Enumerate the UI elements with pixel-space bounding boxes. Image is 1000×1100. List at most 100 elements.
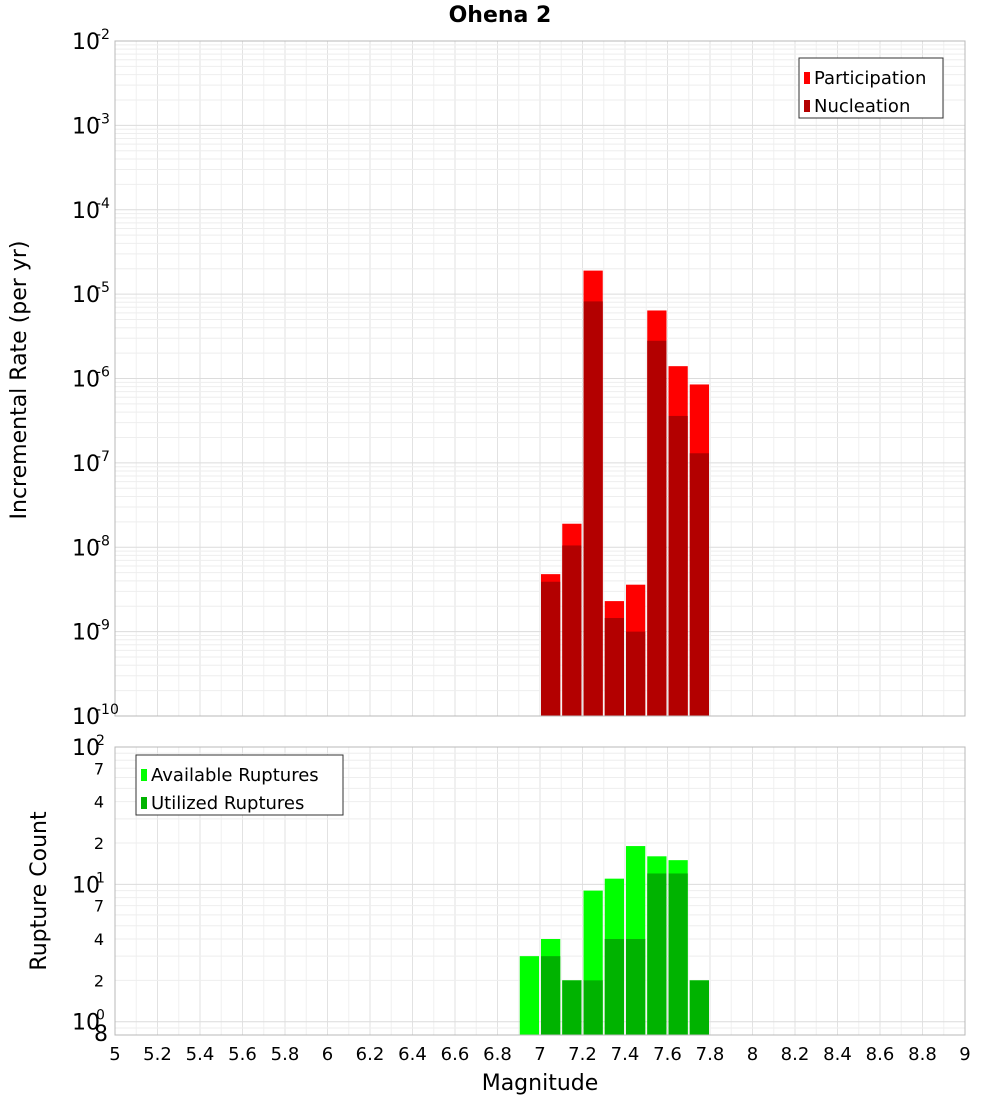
y-minor-tick-label: 7 — [94, 759, 104, 778]
y-tick-exponent: -3 — [96, 111, 110, 127]
legend-label: Nucleation — [814, 96, 910, 117]
utilized-ruptures-bar — [562, 980, 582, 1035]
x-tick-label: 6.4 — [398, 1044, 427, 1065]
y-tick-exponent: -10 — [96, 702, 119, 718]
x-tick-label: 5.2 — [143, 1044, 172, 1065]
x-tick-label: 6.8 — [483, 1044, 512, 1065]
legend-label: Available Ruptures — [151, 765, 319, 786]
count-swatch-2 — [141, 797, 147, 809]
rate-bars — [541, 270, 709, 716]
x-tick-label: 5.4 — [186, 1044, 215, 1065]
y-tick-base: 10 — [72, 114, 100, 139]
utilized-ruptures-bar — [689, 980, 709, 1035]
y-minor-tick-label: 4 — [94, 930, 104, 949]
y-tick-exponent: -4 — [96, 196, 110, 212]
y-tick-exponent: -5 — [96, 280, 110, 296]
x-tick-label: 8.4 — [823, 1044, 852, 1065]
nucleation-bar — [583, 301, 603, 716]
utilized-ruptures-bar — [668, 873, 688, 1035]
y-minor-tick-label: 2 — [94, 834, 104, 853]
nucleation-bar — [668, 415, 688, 716]
rate-swatch-1 — [804, 72, 810, 84]
legend-box — [135, 754, 344, 816]
count-legend: Available Ruptures Utilized Ruptures — [135, 754, 344, 816]
x-tick-label: 6 — [322, 1044, 333, 1065]
x-tick-label: 6.2 — [356, 1044, 385, 1065]
rate-legend: Participation Nucleation — [798, 57, 944, 119]
utilized-ruptures-bar — [604, 939, 624, 1035]
x-tick-label: 5.6 — [228, 1044, 257, 1065]
count-swatch-1 — [141, 769, 147, 781]
y-tick-label: 10-8 — [72, 533, 110, 561]
y-tick-exponent: -7 — [96, 449, 110, 465]
chart-title: Ohena 2 — [449, 3, 552, 28]
count-plot-frame — [114, 746, 966, 1036]
y-tick-exponent: 2 — [96, 733, 105, 749]
rate-horizontal-gridlines — [115, 44, 965, 717]
y-tick-label: 100 — [72, 1008, 105, 1036]
legend-label: Participation — [814, 68, 926, 89]
y-minor-tick-label: 2 — [94, 971, 104, 990]
utilized-ruptures-bar — [626, 939, 646, 1035]
legend-box — [798, 57, 944, 119]
utilized-ruptures-bar — [583, 980, 603, 1035]
x-tick-label: 7 — [534, 1044, 545, 1065]
x-tick-label: 7.6 — [653, 1044, 682, 1065]
x-tick-label: 9 — [959, 1044, 970, 1065]
y-tick-exponent: -8 — [96, 533, 110, 549]
y-tick-label: 10-2 — [72, 27, 110, 55]
x-tick-label: 7.8 — [696, 1044, 725, 1065]
x-tick-label: 6.6 — [441, 1044, 470, 1065]
y-tick-base: 10 — [72, 621, 100, 646]
y-tick-label: 10-5 — [72, 280, 110, 308]
y-tick-base: 10 — [72, 736, 100, 761]
y-tick-label: 10-4 — [72, 196, 110, 224]
y-tick-base: 10 — [72, 368, 100, 393]
x-axis-label: Magnitude — [482, 1071, 599, 1096]
count-y-axis-label: Rupture Count — [27, 811, 52, 971]
y-tick-label: 10-7 — [72, 449, 110, 477]
nucleation-bar — [689, 453, 709, 716]
x-tick-label: 8.6 — [866, 1044, 895, 1065]
y-minor-tick-label: 4 — [94, 793, 104, 812]
rate-plot-frame — [114, 40, 966, 717]
y-tick-label: 10-9 — [72, 618, 110, 646]
y-tick-base: 10 — [72, 1011, 100, 1036]
x-tick-label: 8 — [747, 1044, 758, 1065]
rate-swatch-2 — [804, 100, 810, 112]
utilized-ruptures-bar — [647, 873, 667, 1035]
vertical-gridlines — [114, 41, 966, 1035]
y-tick-exponent: -2 — [96, 27, 110, 43]
rate-y-axis-label: Incremental Rate (per yr) — [7, 241, 32, 520]
y-tick-label: 101 — [72, 870, 105, 898]
y-tick-label: 102 — [72, 733, 105, 761]
y-tick-exponent: -6 — [96, 365, 110, 381]
legend-label: Utilized Ruptures — [151, 793, 304, 814]
y-minor-tick-label: 7 — [94, 897, 104, 916]
y-tick-exponent: 1 — [96, 870, 105, 886]
y-tick-base: 10 — [72, 452, 100, 477]
y-minor-tick-label: 8 — [94, 1022, 108, 1047]
count-bars — [519, 846, 709, 1035]
y-tick-base: 10 — [72, 873, 100, 898]
nucleation-bar — [562, 545, 582, 716]
utilized-ruptures-bar — [541, 956, 561, 1035]
x-tick-label: 5.8 — [271, 1044, 300, 1065]
y-tick-base: 10 — [72, 705, 100, 730]
x-tick-label: 8.2 — [781, 1044, 810, 1065]
nucleation-bar — [626, 631, 646, 716]
y-tick-exponent: 0 — [96, 1008, 105, 1024]
y-tick-label: 10-3 — [72, 111, 110, 139]
x-tick-label: 7.2 — [568, 1044, 597, 1065]
y-tick-label: 10-10 — [72, 702, 119, 730]
nucleation-bar — [541, 581, 561, 716]
nucleation-bar — [647, 340, 667, 716]
y-tick-base: 10 — [72, 283, 100, 308]
available-ruptures-bar — [519, 956, 539, 1035]
x-tick-label: 5 — [109, 1044, 120, 1065]
y-tick-exponent: -9 — [96, 618, 110, 634]
y-tick-base: 10 — [72, 536, 100, 561]
